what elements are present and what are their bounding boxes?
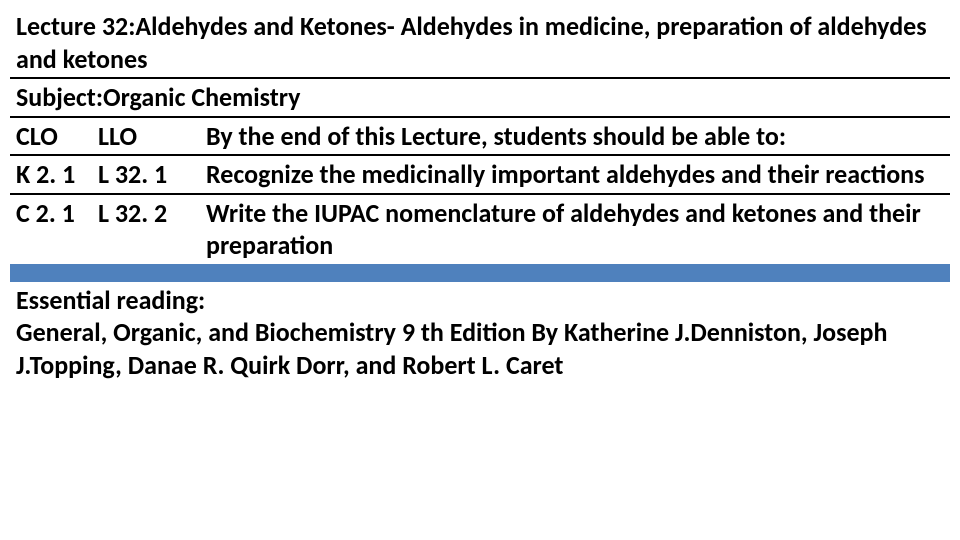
cell-clo: K 2. 1 bbox=[10, 155, 92, 194]
band-gap bbox=[10, 264, 950, 282]
title-row: Lecture 32:Aldehydes and Ketones- Aldehy… bbox=[10, 8, 950, 78]
bottom-band: Essential reading: General, Organic, and… bbox=[10, 282, 950, 384]
reading-cell: Essential reading: General, Organic, and… bbox=[10, 282, 950, 384]
reading-text: General, Organic, and Biochemistry 9 th … bbox=[16, 316, 887, 381]
subject-text: Subject:Organic Chemistry bbox=[10, 78, 950, 117]
lecture-title: Lecture 32:Aldehydes and Ketones- Aldehy… bbox=[10, 8, 950, 78]
reading-table: Essential reading: General, Organic, and… bbox=[10, 282, 950, 384]
cell-clo: C 2. 1 bbox=[10, 194, 92, 264]
cell-llo: L 32. 2 bbox=[92, 194, 200, 264]
table-row: K 2. 1 L 32. 1 Recognize the medicinally… bbox=[10, 155, 950, 194]
header-clo: CLO bbox=[10, 117, 92, 156]
table-row: C 2. 1 L 32. 2 Write the IUPAC nomenclat… bbox=[10, 194, 950, 264]
header-llo: LLO bbox=[92, 117, 200, 156]
lecture-slide: Lecture 32:Aldehydes and Ketones- Aldehy… bbox=[10, 8, 950, 383]
top-band: Lecture 32:Aldehydes and Ketones- Aldehy… bbox=[10, 8, 950, 264]
header-row: CLO LLO By the end of this Lecture, stud… bbox=[10, 117, 950, 156]
cell-llo: L 32. 1 bbox=[92, 155, 200, 194]
reading-row: Essential reading: General, Organic, and… bbox=[10, 282, 950, 384]
header-desc: By the end of this Lecture, students sho… bbox=[200, 117, 950, 156]
outcomes-table: Lecture 32:Aldehydes and Ketones- Aldehy… bbox=[10, 8, 950, 264]
cell-desc: Write the IUPAC nomenclature of aldehyde… bbox=[200, 194, 950, 264]
cell-desc: Recognize the medicinally important alde… bbox=[200, 155, 950, 194]
reading-label: Essential reading: bbox=[16, 284, 205, 316]
subject-row: Subject:Organic Chemistry bbox=[10, 78, 950, 117]
